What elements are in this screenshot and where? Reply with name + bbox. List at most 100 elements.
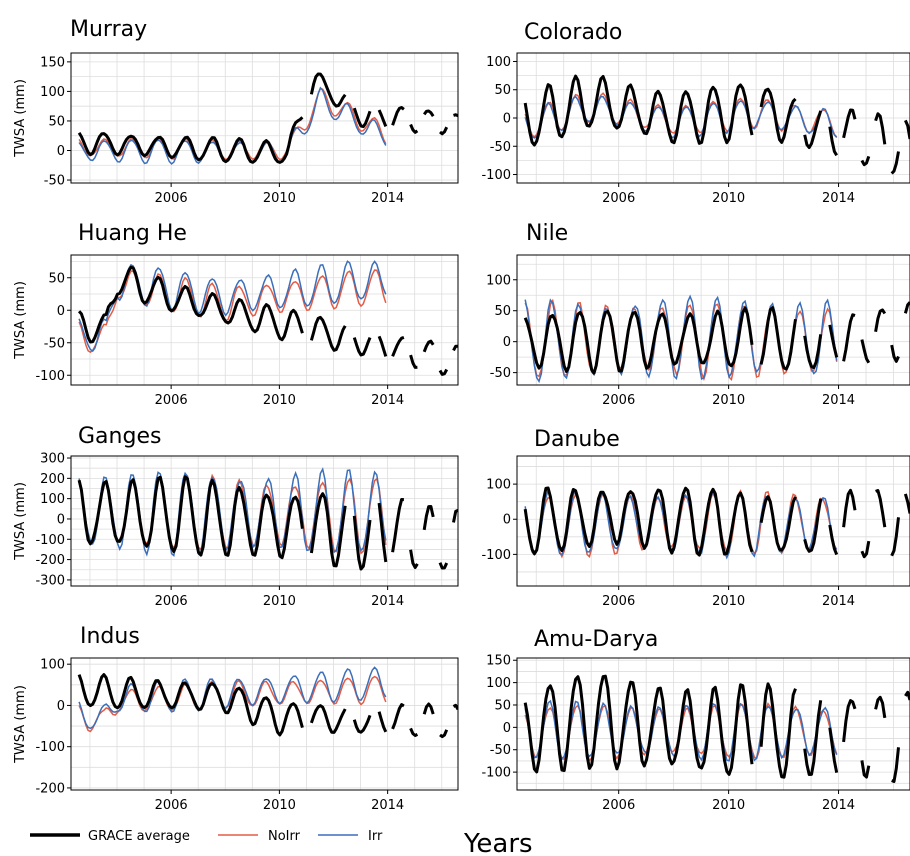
y-tick-label: 0 — [503, 335, 511, 350]
panel-title: Colorado — [524, 20, 622, 45]
noirr-line — [78, 675, 387, 733]
x-tick-label: 2006 — [602, 191, 635, 206]
y-tick-label: 0 — [503, 513, 511, 528]
panel-murray: Murray -50 0 50 100 150 2006 2010 2014 TWSA (mm) — [13, 17, 459, 206]
y-tick-label: -100 — [35, 369, 65, 384]
plot-frame — [516, 455, 910, 587]
y-tick-label: 50 — [494, 83, 511, 98]
legend-irr-label: Irr — [368, 829, 383, 844]
y-tick-label: 100 — [40, 658, 65, 673]
y-tick-label: 50 — [48, 114, 65, 129]
y-tick-label: 100 — [40, 492, 65, 507]
y-tick-label: 0 — [503, 721, 511, 736]
plot-frame — [516, 254, 910, 386]
x-tick-label: 2010 — [263, 798, 296, 813]
panel-nile: Nile -50 0 50 100 2006 2010 2014 — [486, 221, 910, 408]
y-tick-label: -100 — [481, 168, 511, 183]
y-tick-label: 0 — [57, 144, 65, 159]
y-tick-label: 0 — [57, 512, 65, 527]
y-tick-label: 100 — [486, 273, 511, 288]
panel-title: Indus — [80, 624, 140, 649]
y-axis-label: TWSA (mm) — [13, 482, 28, 561]
x-tick-label: 2006 — [155, 798, 188, 813]
y-tick-label: 100 — [486, 676, 511, 691]
panel-title: Murray — [70, 17, 147, 42]
y-tick-label: 100 — [40, 85, 65, 100]
y-tick-label: 150 — [486, 654, 511, 669]
y-tick-label: -100 — [481, 548, 511, 563]
x-tick-label: 2014 — [371, 393, 404, 408]
grace-line — [77, 72, 458, 164]
y-tick-label: -100 — [35, 533, 65, 548]
x-tick-label: 2006 — [602, 393, 635, 408]
y-tick-label: -100 — [481, 766, 511, 781]
legend-noirr-label: NoIrr — [268, 829, 301, 844]
y-tick-label: -50 — [490, 743, 511, 758]
y-tick-label: 150 — [40, 55, 65, 70]
y-tick-label: 50 — [48, 271, 65, 286]
y-tick-label: 50 — [494, 304, 511, 319]
y-tick-label: 0 — [57, 699, 65, 714]
x-tick-label: 2006 — [155, 191, 188, 206]
x-tick-label: 2014 — [822, 798, 855, 813]
x-tick-label: 2006 — [602, 594, 635, 609]
panel-title: Nile — [526, 221, 568, 246]
panel-title: Ganges — [78, 424, 161, 449]
y-tick-label: 0 — [503, 112, 511, 127]
x-tick-label: 2006 — [155, 594, 188, 609]
panel-title: Danube — [534, 427, 620, 452]
panels: Murray -50 0 50 100 150 2006 2010 2014 TWSA (mm) C… — [13, 17, 910, 813]
grace-line — [523, 74, 910, 175]
panel-danube: Danube -100 0 100 2006 2010 2014 — [481, 427, 910, 609]
plot-frame — [70, 455, 459, 587]
panel-ganges: Ganges -300 -200 -100 0 100 200 300 2006 2010 2014… — [13, 424, 459, 609]
x-tick-label: 2010 — [263, 393, 296, 408]
noirr-line — [78, 269, 387, 354]
panel-amu-darya: Amu-Darya -100 -50 0 50 100 150 2006 2010 2014 — [481, 627, 910, 813]
x-tick-label: 2006 — [155, 393, 188, 408]
x-tick-label: 2006 — [602, 798, 635, 813]
x-tick-label: 2010 — [263, 191, 296, 206]
grace-line — [77, 265, 458, 376]
y-tick-label: 100 — [486, 478, 511, 493]
y-axis-label: TWSA (mm) — [13, 281, 28, 360]
plot-frame — [70, 657, 459, 791]
x-axis-title: Years — [463, 829, 533, 856]
x-tick-label: 2014 — [371, 798, 404, 813]
y-tick-label: 0 — [57, 304, 65, 319]
y-tick-label: -300 — [35, 573, 65, 588]
y-tick-label: -50 — [44, 174, 65, 189]
y-tick-label: -50 — [490, 140, 511, 155]
plot-frame — [70, 254, 459, 386]
grace-line — [77, 673, 458, 739]
x-tick-label: 2010 — [712, 191, 745, 206]
y-tick-label: -100 — [35, 740, 65, 755]
irr-line — [78, 666, 387, 730]
y-tick-label: 200 — [40, 472, 65, 487]
x-tick-label: 2010 — [712, 393, 745, 408]
x-tick-label: 2014 — [822, 191, 855, 206]
panel-title: Amu-Darya — [534, 627, 658, 652]
grace-line — [77, 475, 458, 571]
grace-line — [523, 674, 910, 783]
panel-title: Huang He — [78, 221, 187, 246]
grace-line — [523, 301, 910, 375]
x-tick-label: 2014 — [822, 393, 855, 408]
legend: GRACE average NoIrr Irr — [30, 829, 383, 844]
y-tick-label: -50 — [44, 336, 65, 351]
y-tick-label: -200 — [35, 781, 65, 796]
legend-grace-label: GRACE average — [88, 829, 190, 844]
y-axis-label: TWSA (mm) — [13, 685, 28, 764]
grace-line — [523, 486, 910, 559]
plot-frame — [70, 52, 459, 184]
x-tick-label: 2010 — [712, 798, 745, 813]
panel-colorado: Colorado -100 -50 0 50 100 2006 2010 2014 — [481, 20, 910, 206]
x-tick-label: 2010 — [263, 594, 296, 609]
x-tick-label: 2010 — [712, 594, 745, 609]
x-tick-label: 2014 — [371, 594, 404, 609]
y-tick-label: -50 — [490, 366, 511, 381]
panel-huang-he: Huang He -100 -50 0 50 2006 2010 2014 TWSA (mm) — [13, 221, 459, 408]
x-tick-label: 2014 — [371, 191, 404, 206]
y-tick-label: -200 — [35, 553, 65, 568]
